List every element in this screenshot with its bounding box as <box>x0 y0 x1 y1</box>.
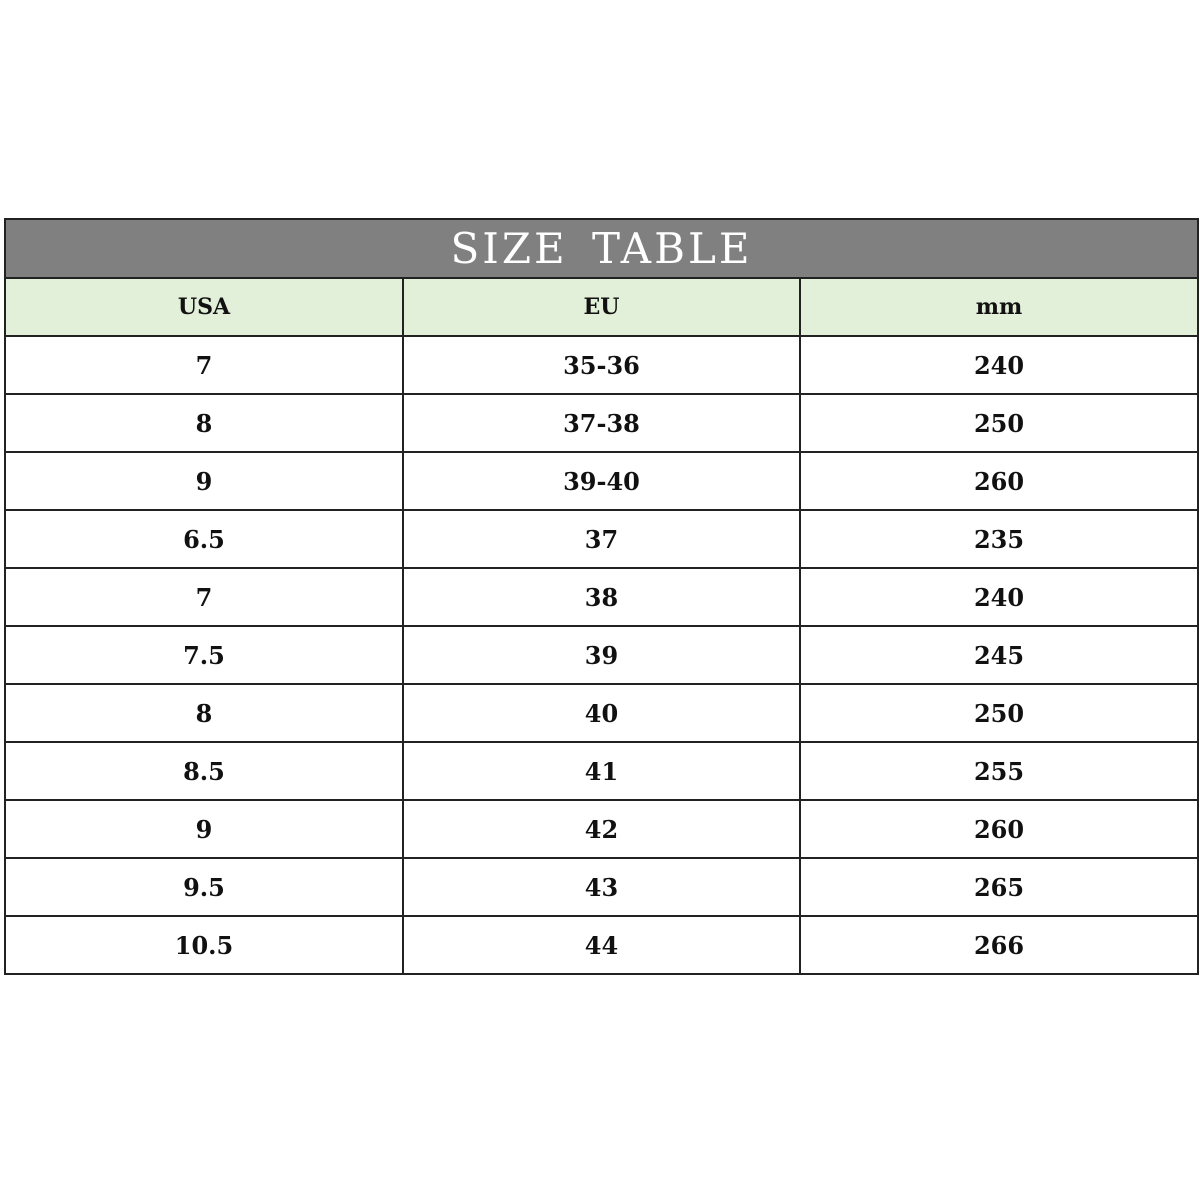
cell-mm: 266 <box>799 915 1199 975</box>
cell-mm: 265 <box>799 857 1199 917</box>
cell-mm: 240 <box>799 335 1199 395</box>
column-header-mm: mm <box>799 277 1199 337</box>
cell-mm: 255 <box>799 741 1199 801</box>
cell-eu: 38 <box>402 567 801 627</box>
cell-mm: 260 <box>799 451 1199 511</box>
table-title: SIZE TABLE <box>4 218 1199 279</box>
cell-mm: 240 <box>799 567 1199 627</box>
cell-usa: 8.5 <box>4 741 404 801</box>
cell-usa: 8 <box>4 683 404 743</box>
column-header-usa: USA <box>4 277 404 337</box>
cell-eu: 35-36 <box>402 335 801 395</box>
cell-usa: 9 <box>4 451 404 511</box>
cell-mm: 250 <box>799 683 1199 743</box>
cell-mm: 250 <box>799 393 1199 453</box>
column-header-eu: EU <box>402 277 801 337</box>
cell-mm: 245 <box>799 625 1199 685</box>
cell-eu: 37 <box>402 509 801 569</box>
cell-usa: 9.5 <box>4 857 404 917</box>
cell-mm: 235 <box>799 509 1199 569</box>
cell-usa: 7 <box>4 567 404 627</box>
cell-eu: 40 <box>402 683 801 743</box>
table-row: 10.5 44 266 <box>4 915 1199 975</box>
table-row: 9 42 260 <box>4 799 1199 859</box>
table-row: 7 35-36 240 <box>4 335 1199 395</box>
cell-eu: 37-38 <box>402 393 801 453</box>
cell-usa: 9 <box>4 799 404 859</box>
table-row: 8.5 41 255 <box>4 741 1199 801</box>
table-row: 9 39-40 260 <box>4 451 1199 511</box>
cell-eu: 44 <box>402 915 801 975</box>
cell-eu: 39 <box>402 625 801 685</box>
cell-usa: 6.5 <box>4 509 404 569</box>
table-row: 8 40 250 <box>4 683 1199 743</box>
cell-eu: 43 <box>402 857 801 917</box>
table-row: 8 37-38 250 <box>4 393 1199 453</box>
cell-usa: 10.5 <box>4 915 404 975</box>
table-row: 9.5 43 265 <box>4 857 1199 917</box>
cell-usa: 8 <box>4 393 404 453</box>
table-row: 7.5 39 245 <box>4 625 1199 685</box>
table-row: 6.5 37 235 <box>4 509 1199 569</box>
cell-usa: 7.5 <box>4 625 404 685</box>
cell-eu: 41 <box>402 741 801 801</box>
cell-eu: 39-40 <box>402 451 801 511</box>
header-row: USA EU mm <box>4 277 1199 337</box>
cell-eu: 42 <box>402 799 801 859</box>
cell-usa: 7 <box>4 335 404 395</box>
size-table: SIZE TABLE USA EU mm 7 35-36 240 8 37-38 250 9… <box>4 218 1199 975</box>
cell-mm: 260 <box>799 799 1199 859</box>
table-row: 7 38 240 <box>4 567 1199 627</box>
